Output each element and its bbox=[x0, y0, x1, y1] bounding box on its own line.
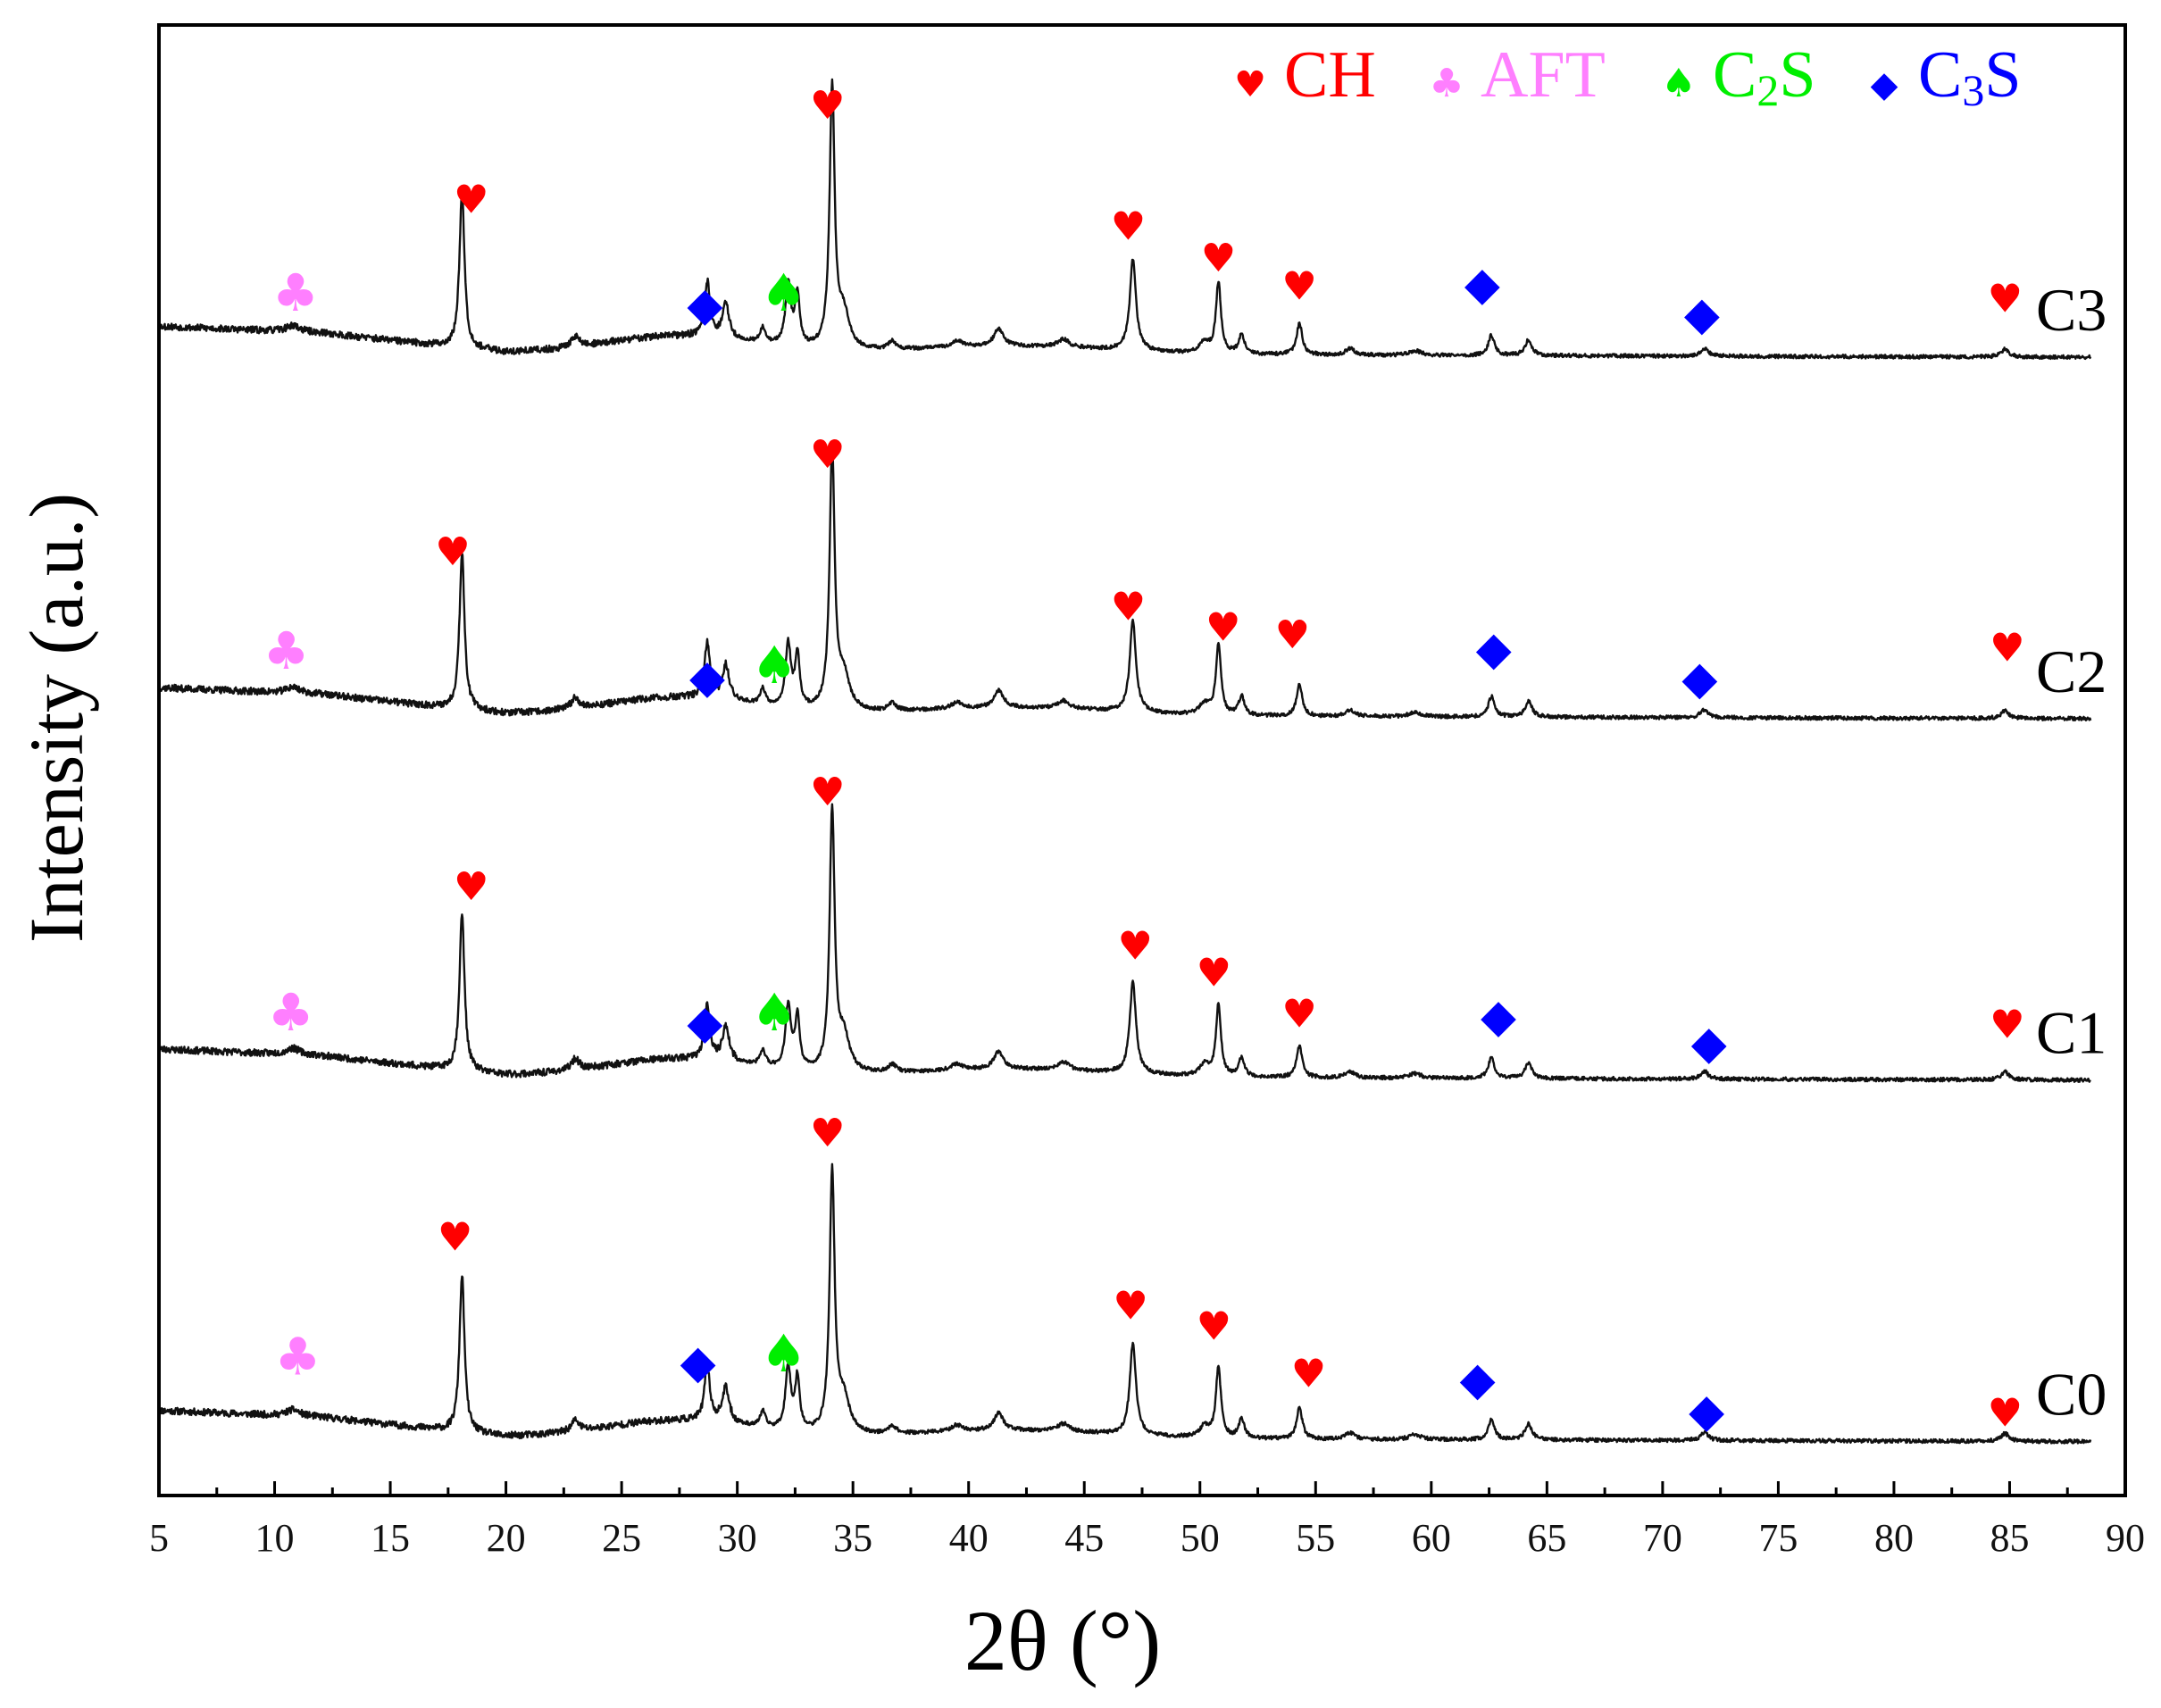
x-tick-label: 20 bbox=[487, 1516, 526, 1560]
y-axis-title: Intensity (a.u.) bbox=[13, 493, 99, 943]
heart-icon: ♥ bbox=[1118, 924, 1153, 970]
spade-icon: ♠ bbox=[1661, 61, 1696, 106]
heart-icon: ♥ bbox=[1988, 1390, 2023, 1436]
diamond-icon: ◆ bbox=[1476, 622, 1512, 676]
heart-icon: ♥ bbox=[1201, 236, 1236, 281]
club-icon: ♣ bbox=[1429, 61, 1464, 106]
heart-icon: ♥ bbox=[454, 864, 488, 910]
series-label-c3: C3 bbox=[2036, 276, 2107, 344]
x-tick-label: 60 bbox=[1412, 1516, 1451, 1560]
diamond-icon: ◆ bbox=[680, 1336, 716, 1389]
legend-label: C2S bbox=[1713, 38, 1816, 115]
legend-item-club: ♣ AFT bbox=[1429, 38, 1606, 112]
heart-icon: ♥ bbox=[1206, 604, 1240, 650]
diamond-icon: ◆ bbox=[1464, 257, 1500, 311]
series-label-c1: C1 bbox=[2036, 999, 2107, 1067]
spade-icon: ♠ bbox=[751, 635, 797, 696]
diamond-icon: ◆ bbox=[1871, 64, 1898, 105]
x-axis-title: 2θ (°) bbox=[964, 1593, 1161, 1688]
heart-icon: ♥ bbox=[810, 770, 845, 815]
diamond-icon: ◆ bbox=[1460, 1353, 1496, 1406]
heart-icon: ♥ bbox=[1990, 625, 2024, 671]
x-tick-label: 40 bbox=[949, 1516, 989, 1560]
heart-icon: ♥ bbox=[435, 529, 470, 575]
spade-icon: ♠ bbox=[751, 982, 797, 1043]
heart-icon: ♥ bbox=[1988, 277, 2023, 322]
trace-c2 bbox=[157, 440, 2092, 721]
legend-item-diamond: ◆ C3S bbox=[1871, 38, 2022, 115]
club-icon: ♣ bbox=[274, 1326, 321, 1387]
legend-item-heart: ♥ CH bbox=[1234, 38, 1376, 112]
legend-label: C3S bbox=[1918, 38, 2022, 115]
heart-icon: ♥ bbox=[1234, 64, 1266, 105]
heart-icon: ♥ bbox=[810, 83, 845, 129]
diamond-icon: ◆ bbox=[1691, 1017, 1727, 1071]
diamond-icon: ◆ bbox=[1689, 1384, 1724, 1437]
heart-icon: ♥ bbox=[454, 178, 488, 223]
x-tick-label: 45 bbox=[1064, 1516, 1104, 1560]
x-tick-label: 15 bbox=[371, 1516, 410, 1560]
heart-icon: ♥ bbox=[1111, 204, 1146, 250]
heart-icon: ♥ bbox=[1275, 612, 1310, 658]
heart-icon: ♥ bbox=[810, 1111, 845, 1156]
x-tick-label: 65 bbox=[1527, 1516, 1566, 1560]
x-tick-label: 35 bbox=[833, 1516, 872, 1560]
x-tick-label: 80 bbox=[1874, 1516, 1914, 1560]
heart-icon: ♥ bbox=[1281, 991, 1316, 1037]
trace-c3 bbox=[157, 78, 2092, 361]
heart-icon: ♥ bbox=[1111, 585, 1146, 630]
series-label-c0: C0 bbox=[2036, 1360, 2107, 1428]
heart-icon: ♥ bbox=[1291, 1351, 1326, 1396]
club-icon: ♣ bbox=[263, 621, 309, 681]
heart-icon: ♥ bbox=[1197, 1304, 1231, 1350]
heart-icon: ♥ bbox=[1990, 1003, 2024, 1048]
heart-icon: ♥ bbox=[1281, 263, 1316, 309]
diamond-icon: ◆ bbox=[687, 996, 722, 1050]
diamond-icon: ◆ bbox=[1481, 990, 1516, 1044]
x-tick-label: 10 bbox=[255, 1516, 295, 1560]
trace-c0 bbox=[158, 1162, 2092, 1445]
x-tick-label: 50 bbox=[1181, 1516, 1220, 1560]
legend: ♥ CH ♣ AFT ♠ C2S ◆ C3S bbox=[1234, 38, 2021, 115]
x-tick-label: 75 bbox=[1758, 1516, 1798, 1560]
diamond-icon: ◆ bbox=[687, 278, 722, 331]
series-group: C0 C1 C2 C3 bbox=[157, 78, 2107, 1445]
x-tick-label: 55 bbox=[1296, 1516, 1335, 1560]
diamond-icon: ◆ bbox=[689, 650, 725, 704]
x-tick-label: 25 bbox=[602, 1516, 641, 1560]
x-tick-label: 90 bbox=[2106, 1516, 2145, 1560]
heart-icon: ♥ bbox=[810, 432, 845, 478]
legend-label: CH bbox=[1284, 38, 1376, 112]
x-axis: 5 10 15 20 25 30 35 40 45 50 55 60 65 70 75 80 85 90 bbox=[149, 1481, 2145, 1560]
x-tick-label: 30 bbox=[718, 1516, 757, 1560]
legend-item-spade: ♠ C2S bbox=[1661, 38, 1815, 115]
trace-c1 bbox=[158, 803, 2091, 1083]
marker-group: ♣ ♥ ◆ ♠ ♥ ♥ ♥ ♥ ◆ ◆ ♥ ♣ ♥ ◆ ♠ ♥ ♥ ♥ ♥ ◆ ◆ ♥ ♣ ♥ ◆ ♠ ♥ ♥ ♥ ♥ ◆ ◆ ♥ ♣ ♥ ◆ ♠ ♥ ♥ ♥… bbox=[263, 83, 2024, 1437]
heart-icon: ♥ bbox=[438, 1214, 472, 1260]
spade-icon: ♠ bbox=[760, 262, 806, 323]
heart-icon: ♥ bbox=[1113, 1284, 1147, 1329]
club-icon: ♣ bbox=[272, 262, 319, 323]
series-label-c2: C2 bbox=[2036, 637, 2107, 705]
legend-label: AFT bbox=[1481, 38, 1606, 112]
diamond-icon: ◆ bbox=[1681, 652, 1717, 705]
x-tick-label: 5 bbox=[149, 1516, 169, 1560]
diamond-icon: ◆ bbox=[1684, 287, 1720, 341]
x-tick-label: 70 bbox=[1643, 1516, 1682, 1560]
spade-icon: ♠ bbox=[760, 1323, 806, 1384]
x-tick-label: 85 bbox=[1990, 1516, 2029, 1560]
heart-icon: ♥ bbox=[1197, 951, 1231, 996]
club-icon: ♣ bbox=[268, 982, 314, 1043]
